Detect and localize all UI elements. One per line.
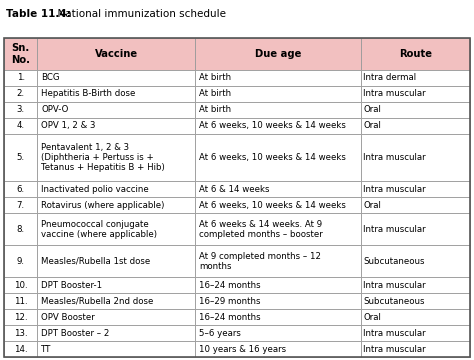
Text: Subcutaneous: Subcutaneous: [364, 257, 425, 266]
Text: DPT Booster-1: DPT Booster-1: [41, 281, 102, 290]
Text: Pneumococcal conjugate
vaccine (where applicable): Pneumococcal conjugate vaccine (where ap…: [41, 220, 157, 239]
Text: Pentavalent 1, 2 & 3
(Diphtheria + Pertuss is +
Tetanus + Hepatitis B + Hib): Pentavalent 1, 2 & 3 (Diphtheria + Pertu…: [41, 143, 165, 172]
Text: 2.: 2.: [17, 89, 25, 98]
Text: DPT Booster – 2: DPT Booster – 2: [41, 329, 109, 338]
Text: At birth: At birth: [199, 105, 231, 114]
Text: Oral: Oral: [364, 201, 381, 210]
Text: Measles/Rubella 2nd dose: Measles/Rubella 2nd dose: [41, 297, 154, 306]
Text: Oral: Oral: [364, 313, 381, 322]
Text: Rotavirus (where applicable): Rotavirus (where applicable): [41, 201, 164, 210]
Text: 16–29 months: 16–29 months: [199, 297, 261, 306]
Text: Vaccine: Vaccine: [95, 49, 138, 59]
Text: Due age: Due age: [255, 49, 301, 59]
Text: Table 11.4:: Table 11.4:: [6, 9, 71, 19]
Text: At birth: At birth: [199, 89, 231, 98]
Text: 7.: 7.: [17, 201, 25, 210]
Text: At 6 weeks, 10 weeks & 14 weeks: At 6 weeks, 10 weeks & 14 weeks: [199, 121, 346, 130]
Text: National immunization schedule: National immunization schedule: [51, 9, 226, 19]
Text: Intra muscular: Intra muscular: [364, 153, 426, 162]
Text: At 6 weeks, 10 weeks & 14 weeks: At 6 weeks, 10 weeks & 14 weeks: [199, 201, 346, 210]
Text: 4.: 4.: [17, 121, 25, 130]
Text: At 9 completed months – 12
months: At 9 completed months – 12 months: [199, 252, 321, 271]
Text: 10 years & 16 years: 10 years & 16 years: [199, 345, 286, 354]
Text: Intra muscular: Intra muscular: [364, 329, 426, 338]
Text: Intra muscular: Intra muscular: [364, 225, 426, 234]
Text: 8.: 8.: [17, 225, 25, 234]
Text: OPV-O: OPV-O: [41, 105, 69, 114]
Text: 14.: 14.: [14, 345, 27, 354]
Text: 6.: 6.: [17, 185, 25, 194]
Text: 5.: 5.: [17, 153, 25, 162]
Text: At birth: At birth: [199, 73, 231, 82]
Text: Oral: Oral: [364, 121, 381, 130]
Text: 11.: 11.: [14, 297, 27, 306]
Text: TT: TT: [41, 345, 52, 354]
Text: 16–24 months: 16–24 months: [199, 313, 261, 322]
Text: At 6 weeks, 10 weeks & 14 weeks: At 6 weeks, 10 weeks & 14 weeks: [199, 153, 346, 162]
Text: Subcutaneous: Subcutaneous: [364, 297, 425, 306]
Text: Oral: Oral: [364, 105, 381, 114]
Text: 13.: 13.: [14, 329, 27, 338]
Text: Intra dermal: Intra dermal: [364, 73, 417, 82]
Text: At 6 weeks & 14 weeks. At 9
completed months – booster: At 6 weeks & 14 weeks. At 9 completed mo…: [199, 220, 323, 239]
Text: 1.: 1.: [17, 73, 25, 82]
Text: Hepatitis B-Birth dose: Hepatitis B-Birth dose: [41, 89, 136, 98]
Text: 10.: 10.: [14, 281, 27, 290]
Text: Intra muscular: Intra muscular: [364, 89, 426, 98]
Text: 9.: 9.: [17, 257, 25, 266]
Text: Intra muscular: Intra muscular: [364, 281, 426, 290]
Text: Intra muscular: Intra muscular: [364, 185, 426, 194]
Text: OPV 1, 2 & 3: OPV 1, 2 & 3: [41, 121, 96, 130]
Text: At 6 & 14 weeks: At 6 & 14 weeks: [199, 185, 270, 194]
Text: OPV Booster: OPV Booster: [41, 313, 95, 322]
Text: 3.: 3.: [17, 105, 25, 114]
Text: Intra muscular: Intra muscular: [364, 345, 426, 354]
Text: Inactivated polio vaccine: Inactivated polio vaccine: [41, 185, 149, 194]
Text: BCG: BCG: [41, 73, 60, 82]
Text: 16–24 months: 16–24 months: [199, 281, 261, 290]
Text: 5–6 years: 5–6 years: [199, 329, 241, 338]
Text: 12.: 12.: [14, 313, 27, 322]
Text: Measles/Rubella 1st dose: Measles/Rubella 1st dose: [41, 257, 151, 266]
Text: Sn.
No.: Sn. No.: [11, 43, 30, 64]
Text: Route: Route: [399, 49, 432, 59]
